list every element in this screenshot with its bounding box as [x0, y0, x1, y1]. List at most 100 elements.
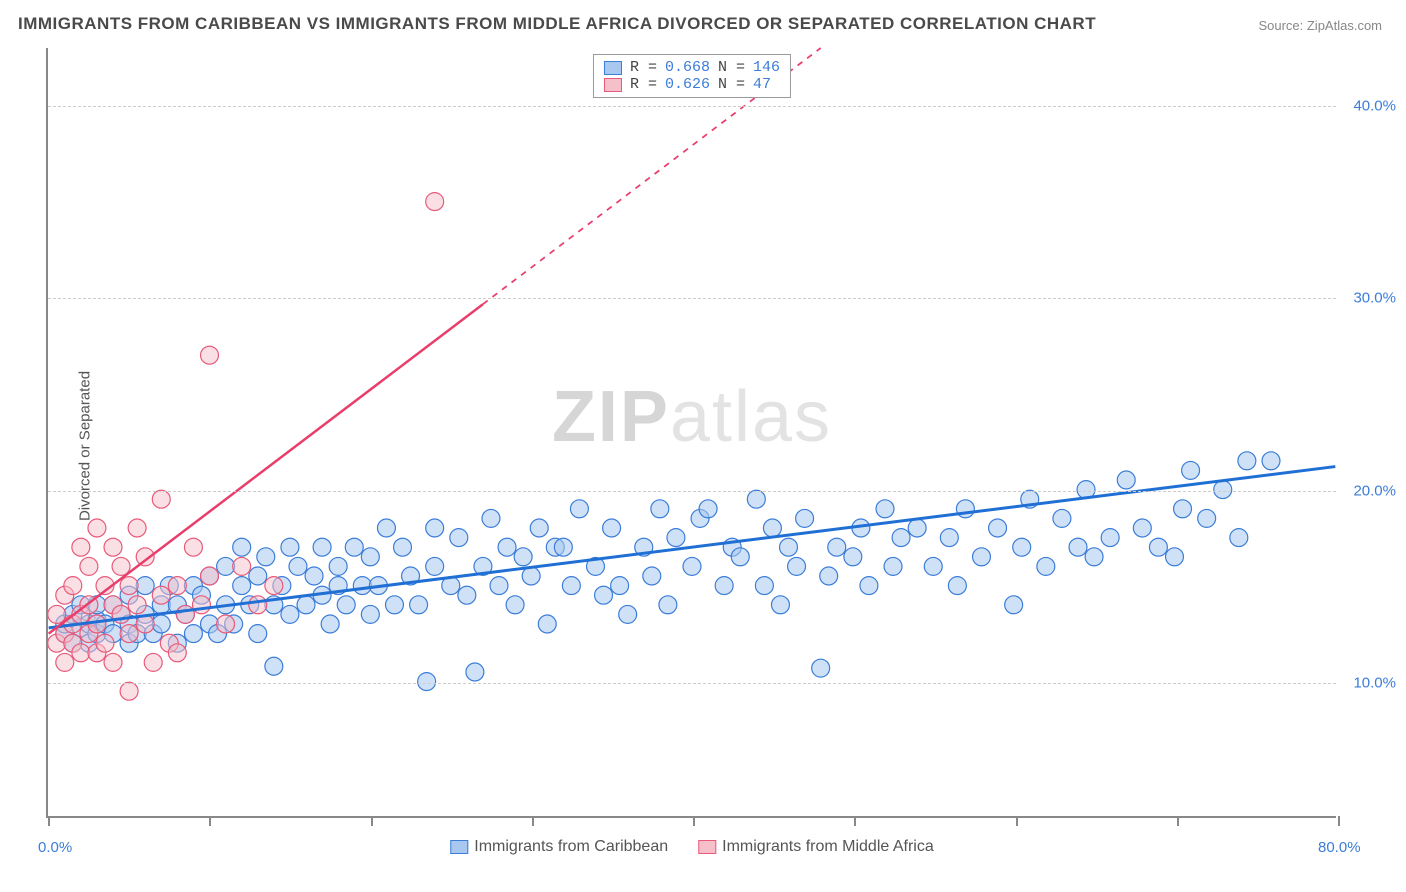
data-point	[699, 500, 717, 518]
data-point	[361, 605, 379, 623]
data-point	[88, 519, 106, 537]
data-point	[265, 577, 283, 595]
r-label: R =	[630, 59, 657, 76]
data-point	[522, 567, 540, 585]
data-point	[120, 625, 138, 643]
data-point	[184, 625, 202, 643]
gridline	[48, 683, 1336, 684]
data-point	[771, 596, 789, 614]
data-point	[321, 615, 339, 633]
data-point	[643, 567, 661, 585]
data-point	[48, 605, 66, 623]
data-point	[201, 346, 219, 364]
data-point	[973, 548, 991, 566]
y-tick-label: 40.0%	[1353, 97, 1396, 114]
data-point	[249, 625, 267, 643]
data-point	[1053, 509, 1071, 527]
data-point	[506, 596, 524, 614]
data-point	[305, 567, 323, 585]
data-point	[1133, 519, 1151, 537]
data-point	[812, 659, 830, 677]
data-point	[426, 519, 444, 537]
n-label: N =	[718, 76, 745, 93]
data-point	[844, 548, 862, 566]
stats-legend: R = 0.668 N = 146 R = 0.626 N = 47	[593, 54, 791, 98]
data-point	[345, 538, 363, 556]
data-point	[780, 538, 798, 556]
data-point	[458, 586, 476, 604]
data-point	[192, 596, 210, 614]
data-point	[876, 500, 894, 518]
data-point	[184, 538, 202, 556]
swatch-pink-icon	[698, 840, 716, 854]
series-legend: Immigrants from Caribbean Immigrants fro…	[450, 838, 933, 856]
stats-row-middle-africa: R = 0.626 N = 47	[604, 76, 780, 93]
data-point	[233, 557, 251, 575]
legend-item-caribbean: Immigrants from Caribbean	[450, 838, 668, 856]
data-point	[788, 557, 806, 575]
data-point	[385, 596, 403, 614]
data-point	[490, 577, 508, 595]
plot-svg	[48, 48, 1336, 816]
data-point	[948, 577, 966, 595]
legend-item-middle-africa: Immigrants from Middle Africa	[698, 838, 934, 856]
data-point	[394, 538, 412, 556]
data-point	[450, 529, 468, 547]
data-point	[64, 577, 82, 595]
data-point	[281, 538, 299, 556]
data-point	[651, 500, 669, 518]
data-point	[128, 596, 146, 614]
data-point	[104, 653, 122, 671]
data-point	[884, 557, 902, 575]
data-point	[763, 519, 781, 537]
swatch-blue-icon	[604, 61, 622, 75]
data-point	[908, 519, 926, 537]
r-value: 0.668	[665, 59, 710, 76]
data-point	[1037, 557, 1055, 575]
chart-title: IMMIGRANTS FROM CARIBBEAN VS IMMIGRANTS …	[18, 14, 1096, 34]
data-point	[924, 557, 942, 575]
data-point	[747, 490, 765, 508]
x-tick	[532, 816, 534, 826]
data-point	[217, 557, 235, 575]
data-point	[796, 509, 814, 527]
data-point	[168, 644, 186, 662]
data-point	[570, 500, 588, 518]
data-point	[1005, 596, 1023, 614]
data-point	[128, 519, 146, 537]
swatch-blue-icon	[450, 840, 468, 854]
data-point	[989, 519, 1007, 537]
data-point	[233, 577, 251, 595]
legend-label: Immigrants from Caribbean	[474, 838, 668, 856]
data-point	[683, 557, 701, 575]
data-point	[1214, 481, 1232, 499]
data-point	[136, 577, 154, 595]
data-point	[1262, 452, 1280, 470]
data-point	[152, 490, 170, 508]
data-point	[562, 577, 580, 595]
data-point	[144, 653, 162, 671]
data-point	[820, 567, 838, 585]
x-tick	[48, 816, 50, 826]
x-tick	[1016, 816, 1018, 826]
data-point	[940, 529, 958, 547]
x-tick-label: 80.0%	[1318, 839, 1361, 856]
stats-row-caribbean: R = 0.668 N = 146	[604, 59, 780, 76]
data-point	[410, 596, 428, 614]
data-point	[538, 615, 556, 633]
gridline	[48, 491, 1336, 492]
data-point	[1230, 529, 1248, 547]
data-point	[1174, 500, 1192, 518]
x-tick	[1338, 816, 1340, 826]
data-point	[1149, 538, 1167, 556]
data-point	[466, 663, 484, 681]
r-label: R =	[630, 76, 657, 93]
data-point	[233, 538, 251, 556]
data-point	[152, 615, 170, 633]
n-value: 146	[753, 59, 780, 76]
data-point	[72, 538, 90, 556]
data-point	[498, 538, 516, 556]
data-point	[1013, 538, 1031, 556]
data-point	[281, 605, 299, 623]
data-point	[1101, 529, 1119, 547]
